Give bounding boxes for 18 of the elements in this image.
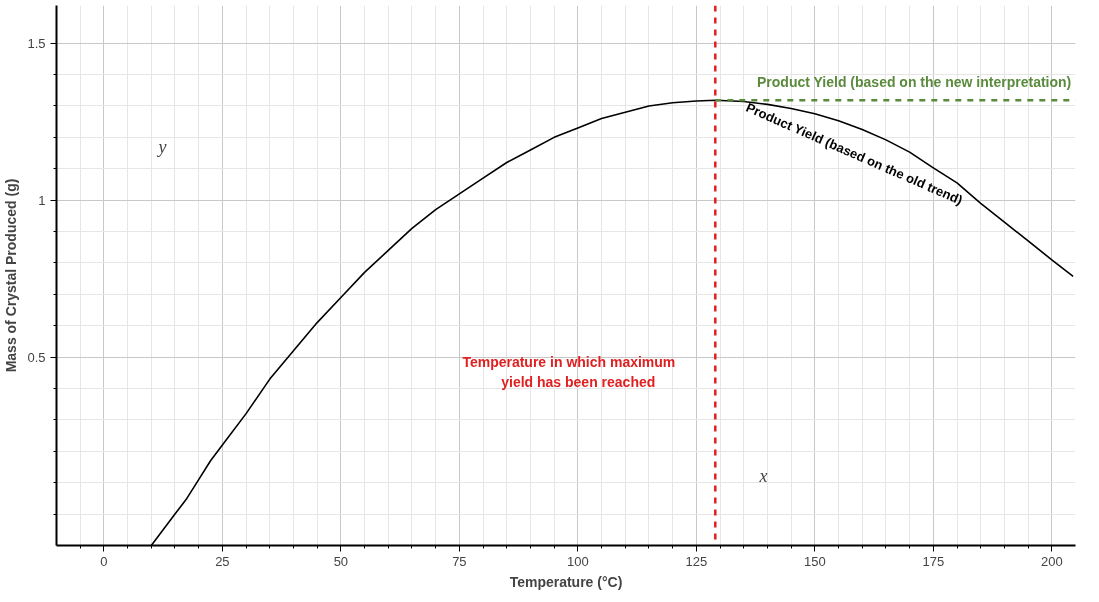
x-tick-label: 200 xyxy=(1040,553,1063,569)
annotation: y xyxy=(156,136,167,157)
x-tick-label: 50 xyxy=(333,553,349,569)
x-tick-label: 175 xyxy=(922,553,945,569)
y-axis-title: Mass of Crystal Produced (g) xyxy=(3,178,20,373)
annotation: x xyxy=(758,466,768,487)
x-axis-title: Temperature (°C) xyxy=(509,573,623,590)
y-tick-label: 0.5 xyxy=(27,349,46,365)
x-tick-label: 125 xyxy=(685,553,708,569)
ref-line-label: Temperature in which maximum yield has been reached xyxy=(462,353,676,390)
x-tick-label: 100 xyxy=(567,553,589,569)
x-tick-label: 25 xyxy=(215,553,230,569)
x-tick-label: 150 xyxy=(803,553,826,569)
series-label: Product Yield (based on the new interpretation) xyxy=(756,74,1072,91)
x-tick-label: 0 xyxy=(100,553,108,569)
y-tick-label: 1.5 xyxy=(27,35,46,51)
y-tick-label: 1 xyxy=(38,192,46,208)
x-tick-label: 75 xyxy=(452,553,467,569)
